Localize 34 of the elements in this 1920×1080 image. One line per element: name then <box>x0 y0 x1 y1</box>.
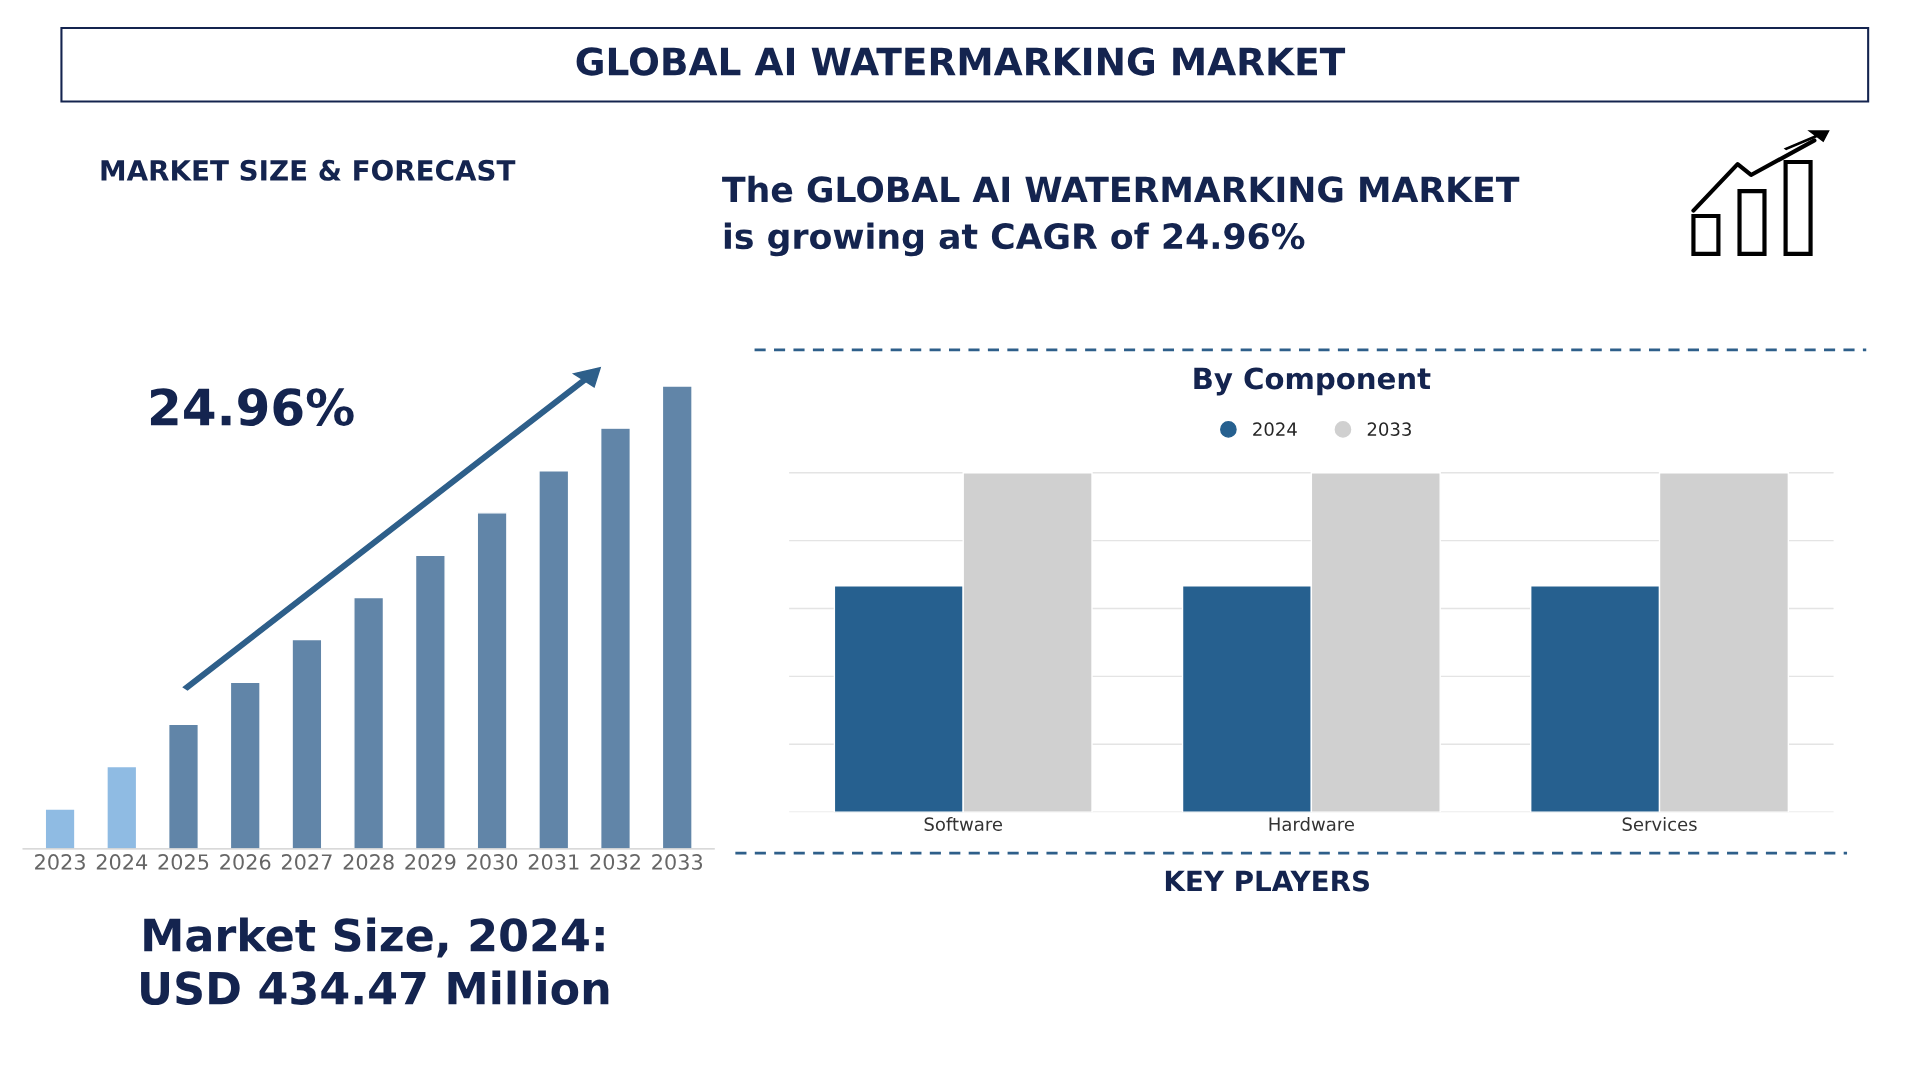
x-tick-label: Hardware <box>1269 817 1354 831</box>
x-tick-label: 2026 <box>220 854 271 870</box>
x-tick-label: 2032 <box>590 854 640 870</box>
bar <box>661 385 693 849</box>
x-tick-label: 2023 <box>35 854 85 870</box>
bar <box>167 723 200 849</box>
text: The GLOBAL AI WATERMARKING MARKET is growing at CAGR of 24.96% <box>722 175 1520 257</box>
x-tick-label: 2031 <box>528 854 579 870</box>
bar <box>414 554 446 849</box>
x-tick-label: 2027 <box>281 854 332 870</box>
x-tick-label: 2030 <box>467 854 518 870</box>
bar <box>291 638 323 849</box>
legend-label: 2033 <box>1367 422 1411 437</box>
bar <box>599 427 632 849</box>
chart-title: By Component <box>1194 367 1431 396</box>
x-tick-label: 2033 <box>652 854 703 870</box>
x-tick-label: 2024 <box>96 854 148 870</box>
text: Market Size, 2024: USD 434.47 Million <box>141 917 609 1005</box>
legend-label: 2024 <box>1253 422 1297 437</box>
x-tick-label: 2029 <box>405 854 456 870</box>
bar <box>44 808 76 849</box>
chart-title: MARKET SIZE & FORECAST <box>101 159 516 181</box>
annotation: 24.96% <box>150 388 354 426</box>
bar <box>353 596 385 849</box>
bar <box>538 470 570 849</box>
bar <box>229 681 261 849</box>
x-tick-label: Software <box>924 817 1003 831</box>
x-tick-label: 2028 <box>343 854 394 870</box>
x-tick-label: Services <box>1622 817 1697 831</box>
text: GLOBAL AI WATERMARKING MARKET <box>576 47 1346 76</box>
text: KEY PLAYERS <box>1165 870 1369 892</box>
x-tick-label: 2025 <box>158 854 209 870</box>
bar <box>106 765 138 849</box>
bar <box>476 512 508 849</box>
